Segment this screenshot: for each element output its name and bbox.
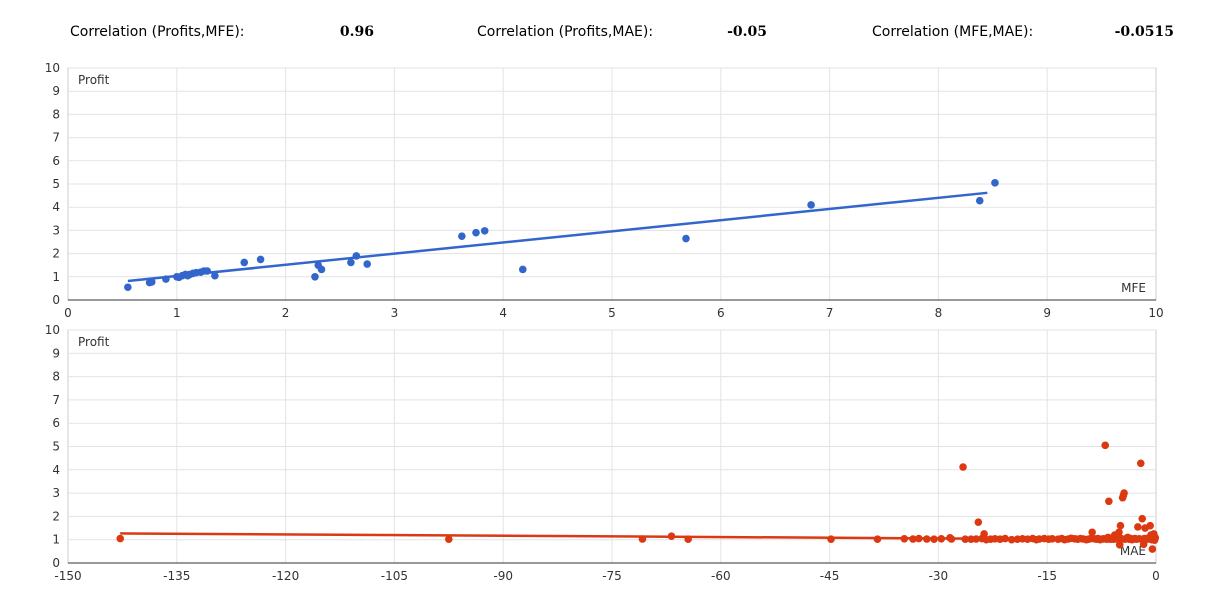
mfe-point	[211, 271, 219, 280]
mae-xtick-label: -135	[163, 569, 190, 583]
mfe-ytick-label: 1	[52, 270, 60, 284]
mfe-xtick-label: 4	[499, 306, 507, 320]
mae-ytick-label: 3	[52, 486, 60, 500]
mfe-point	[975, 196, 984, 205]
mfe-ytick-label: 4	[52, 200, 60, 214]
mae-point	[980, 530, 988, 538]
mfe-point	[256, 255, 265, 264]
mfe-xtick-label: 7	[826, 306, 834, 320]
mfe-point	[807, 201, 815, 209]
correlation-summary: Correlation (Profits,MFE): 0.96 Correlat…	[0, 0, 1210, 64]
mfe-xtick-label: 5	[608, 306, 616, 320]
mfe-ytick-label: 10	[45, 61, 60, 75]
mae-ytick-label: 6	[52, 416, 60, 430]
mae-point	[1138, 514, 1147, 523]
mae-xlabel: MAE	[1120, 544, 1146, 558]
mae-point	[1115, 541, 1124, 549]
mae-ylabel: Profit	[78, 335, 110, 349]
mfe-xtick-label: 6	[717, 306, 725, 320]
mae-trendline	[120, 532, 1156, 541]
mae-xtick-label: -60	[711, 569, 731, 583]
mae-ytick-label: 10	[45, 323, 60, 337]
mae-xtick-label: -90	[493, 569, 513, 583]
mfe-xtick-label: 2	[282, 306, 290, 320]
mae-point	[1115, 528, 1123, 537]
mfe-xtick-label: 9	[1043, 306, 1051, 320]
mae-ytick-label: 1	[52, 533, 60, 547]
mae-xtick-label: 0	[1152, 569, 1160, 583]
mae-point	[1146, 521, 1154, 530]
mae-point	[974, 518, 983, 527]
mfe-trendline	[127, 191, 988, 283]
corr-profits-mfe-value: 0.96	[339, 24, 374, 40]
mae-ytick-label: 4	[52, 463, 60, 477]
mae-point	[1134, 523, 1142, 531]
mfe-point	[317, 265, 326, 274]
mfe-ytick-label: 7	[52, 131, 60, 145]
corr-mfe-mae-label: Correlation (MFE,MAE):	[872, 24, 1034, 40]
mae-point	[1136, 459, 1145, 468]
corr-profits-mae-value: -0.05	[727, 24, 767, 40]
mfe-ytick-label: 2	[52, 247, 60, 261]
mae-point	[1120, 489, 1128, 497]
mae-ytick-label: 5	[52, 440, 60, 454]
mae-point	[1088, 528, 1096, 537]
mfe-point	[518, 265, 527, 274]
mae-ytick-label: 9	[52, 346, 60, 360]
mfe-ylabel: Profit	[78, 73, 110, 87]
mae-point	[1148, 545, 1157, 553]
mae-point	[1101, 441, 1110, 450]
mfe-point	[311, 273, 319, 281]
mfe-ytick-label: 6	[52, 154, 60, 168]
mae-ytick-label: 7	[52, 393, 60, 407]
mae-xtick-label: -150	[54, 569, 81, 583]
mae-ytick-label: 2	[52, 509, 60, 523]
mfe-xtick-label: 10	[1148, 306, 1163, 320]
mae-xtick-label: -45	[820, 569, 840, 583]
mae-xtick-label: -120	[272, 569, 299, 583]
mae-xtick-label: -15	[1037, 569, 1057, 583]
mfe-point	[472, 228, 480, 237]
mfe-xtick-label: 1	[173, 306, 181, 320]
mae-point	[1116, 521, 1125, 530]
mae-point	[1105, 497, 1113, 506]
mfe-ytick-label: 8	[52, 107, 60, 121]
mfe-ytick-label: 3	[52, 223, 60, 237]
mfe-ytick-label: 5	[52, 177, 60, 191]
mfe-point	[458, 232, 466, 240]
mfe-xlabel: MFE	[1121, 281, 1146, 295]
mfe-xtick-label: 3	[391, 306, 399, 320]
mfe-point	[124, 283, 132, 292]
corr-profits-mfe-label: Correlation (Profits,MFE):	[70, 24, 245, 40]
scatter-chart-mfe: 0 1 2 3 4 5 6 7 8 9 10 0 1 2 3 4 5 6 7 8 9 10 Profit MFE	[45, 61, 1164, 320]
mfe-point	[682, 234, 690, 243]
mfe-point	[991, 179, 999, 187]
mfe-point	[147, 278, 156, 286]
mae-ytick-label: 0	[52, 556, 60, 570]
mae-xtick-label: -30	[929, 569, 949, 583]
mfe-point	[480, 227, 489, 235]
mfe-point	[240, 258, 249, 267]
mae-ytick-label: 8	[52, 370, 60, 384]
mfe-point	[363, 260, 372, 268]
mfe-point	[347, 258, 355, 267]
mfe-ytick-label: 9	[52, 84, 60, 98]
corr-profits-mae-label: Correlation (Profits,MAE):	[477, 24, 654, 40]
mfe-xtick-label: 8	[935, 306, 943, 320]
mfe-ytick-label: 0	[52, 293, 60, 307]
mae-xtick-label: -75	[602, 569, 622, 583]
mae-point	[445, 535, 453, 544]
corr-mfe-mae-value: -0.0515	[1114, 24, 1174, 40]
mae-xtick-label: -105	[381, 569, 408, 583]
mfe-xtick-label: 0	[64, 306, 72, 320]
mae-point	[116, 534, 125, 543]
mae-point	[959, 463, 967, 471]
